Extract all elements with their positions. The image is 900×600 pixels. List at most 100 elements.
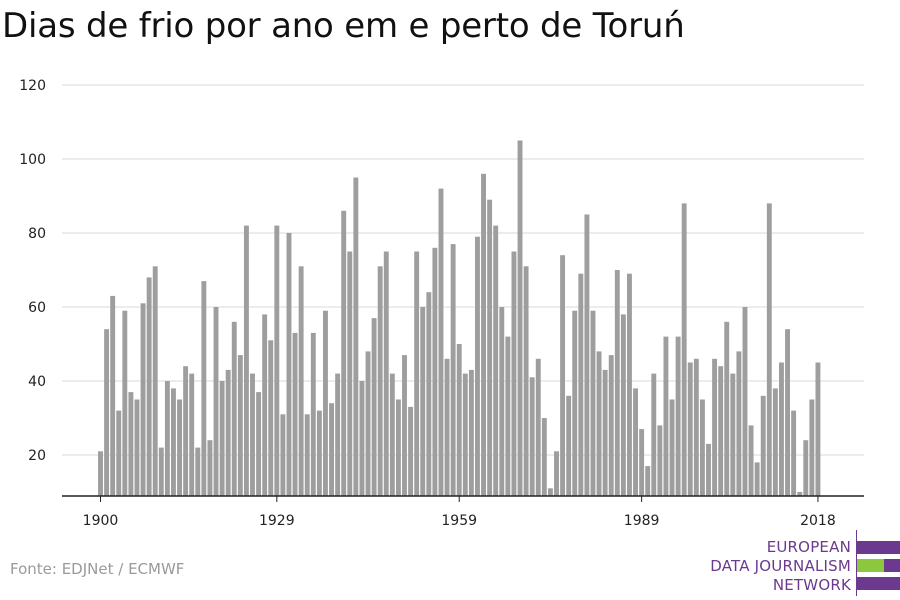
bar-1954 — [426, 292, 432, 496]
bar-1988 — [633, 388, 638, 496]
bar-2008 — [754, 462, 760, 496]
logo-line-1: EUROPEAN — [766, 538, 851, 556]
bar-1994 — [669, 399, 675, 496]
bar-1965 — [493, 225, 499, 496]
bar-2014 — [791, 410, 797, 496]
bar-1966 — [499, 307, 505, 496]
bar-1990 — [645, 466, 651, 496]
bar-1985 — [614, 270, 620, 496]
bar-1924 — [243, 225, 249, 496]
bar-1959 — [456, 344, 462, 496]
bar-2018 — [815, 362, 821, 496]
bar-1977 — [566, 395, 572, 496]
bar-1919 — [213, 307, 219, 496]
bar-1989 — [639, 429, 645, 496]
bar-1916 — [195, 447, 201, 496]
bar-1939 — [335, 373, 341, 496]
x-tick-label-1900: 1900 — [83, 513, 119, 529]
y-tick-label-60: 60 — [28, 300, 46, 316]
bar-1930 — [280, 414, 286, 496]
bar-1938 — [329, 403, 334, 496]
y-tick-label-20: 20 — [28, 448, 46, 464]
bar-1955 — [432, 247, 438, 496]
bar-1927 — [262, 314, 268, 496]
bar-2009 — [760, 395, 766, 496]
bar-1950 — [402, 355, 407, 496]
bar-1915 — [189, 373, 195, 496]
bar-1929 — [274, 225, 280, 496]
logo-line-3: NETWORK — [772, 576, 851, 594]
bar-2010 — [766, 203, 772, 496]
bar-1928 — [268, 340, 274, 496]
logo-divider — [856, 530, 857, 596]
y-tick-label-40: 40 — [28, 374, 46, 390]
bar-1974 — [547, 488, 553, 496]
bar-2002 — [718, 366, 724, 496]
bar-1907 — [140, 303, 146, 496]
bar-2011 — [772, 388, 778, 496]
bar-1962 — [475, 236, 480, 496]
x-tick-label-1989: 1989 — [624, 513, 660, 529]
bar-1943 — [359, 381, 365, 496]
bar-1951 — [408, 406, 414, 496]
bar-1900 — [98, 451, 103, 496]
bar-1952 — [414, 251, 420, 496]
bar-2001 — [712, 358, 718, 496]
bar-1932 — [292, 332, 298, 496]
bar-2007 — [748, 425, 754, 496]
bar-1957 — [444, 358, 450, 496]
bar-1909 — [152, 266, 158, 496]
bar-1967 — [505, 336, 511, 496]
bar-1936 — [316, 410, 322, 496]
bar-1912 — [171, 388, 176, 496]
bar-1984 — [608, 355, 614, 496]
bar-2005 — [736, 351, 742, 496]
bar-1902 — [110, 295, 116, 496]
bar-1903 — [116, 410, 122, 496]
bar-2016 — [803, 440, 809, 496]
bar-2015 — [797, 492, 803, 496]
bar-1948 — [389, 373, 395, 496]
bar-1942 — [353, 177, 359, 496]
bar-1983 — [602, 369, 608, 496]
bar-1998 — [693, 358, 699, 496]
bar-1976 — [560, 255, 566, 496]
bar-1997 — [687, 362, 693, 496]
bar-1941 — [347, 251, 353, 496]
bar-1991 — [651, 373, 657, 496]
chart-title: Dias de frio por ano em e perto de Toruń — [2, 6, 685, 46]
edjnet-logo: EUROPEAN DATA JOURNALISM NETWORK — [700, 530, 900, 596]
bar-2006 — [742, 307, 748, 496]
bar-1923 — [237, 355, 243, 496]
bar-1956 — [438, 188, 444, 496]
bar-1968 — [511, 251, 517, 496]
bar-1901 — [104, 329, 110, 496]
bar-1986 — [620, 314, 626, 496]
logo-line-2: DATA JOURNALISM — [710, 557, 851, 575]
bar-1978 — [572, 310, 578, 496]
x-tick-label-2018: 2018 — [800, 513, 836, 529]
bar-2012 — [779, 362, 784, 496]
source-note: Fonte: EDJNet / ECMWF — [10, 560, 185, 578]
y-tick-label-100: 100 — [19, 152, 46, 168]
bar-1999 — [699, 399, 705, 496]
bar-1969 — [517, 140, 523, 496]
bar-1980 — [584, 214, 590, 496]
y-tick-label-120: 120 — [19, 78, 46, 94]
bar-1934 — [304, 414, 310, 496]
bar-1944 — [365, 351, 371, 496]
bar-1958 — [450, 244, 456, 496]
bar-1922 — [231, 321, 237, 496]
bar-1953 — [420, 307, 426, 496]
bar-1914 — [183, 366, 189, 496]
bar-1981 — [590, 310, 596, 496]
y-tick-label-80: 80 — [28, 226, 46, 242]
bar-1975 — [554, 451, 559, 496]
bar-2013 — [785, 329, 790, 496]
bar-1970 — [523, 266, 529, 496]
bar-1904 — [122, 310, 128, 496]
bar-1949 — [395, 399, 401, 496]
x-axis-ticks: 1900 1929 1959 1989 2018 — [83, 496, 836, 529]
bar-1935 — [310, 332, 316, 496]
bar-1920 — [219, 381, 225, 496]
